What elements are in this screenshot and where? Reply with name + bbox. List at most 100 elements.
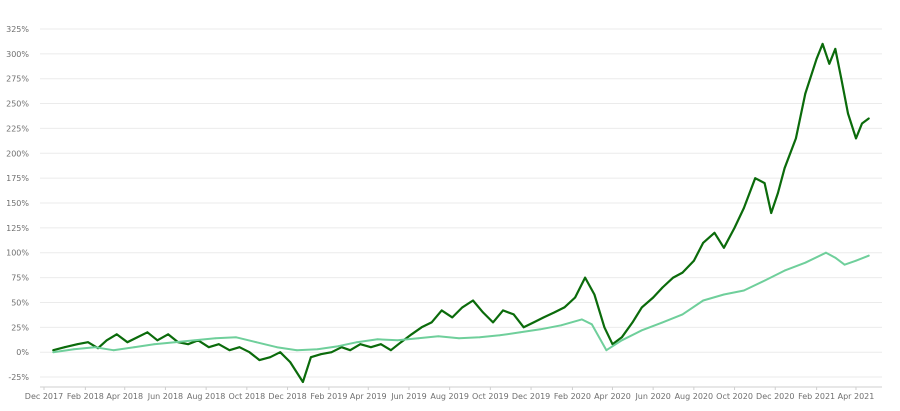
data-point — [296, 349, 298, 352]
data-point — [631, 321, 634, 324]
data-point — [743, 207, 745, 209]
data-point — [661, 286, 664, 289]
data-point — [542, 316, 545, 319]
data-point — [840, 77, 843, 80]
data-point — [763, 279, 766, 282]
series-line — [52, 42, 870, 384]
data-point — [702, 241, 705, 244]
data-point — [605, 349, 608, 352]
data-point — [620, 336, 623, 339]
data-point — [640, 329, 643, 332]
data-point — [376, 338, 379, 341]
y-tick-label: 275% — [6, 75, 29, 84]
data-point — [672, 276, 675, 279]
data-point — [115, 333, 118, 336]
data-point — [396, 339, 399, 342]
data-point — [451, 316, 454, 319]
series-1 — [52, 42, 870, 384]
data-point — [337, 345, 340, 348]
data-point — [289, 361, 292, 363]
data-point — [430, 321, 433, 324]
data-point — [539, 328, 542, 331]
y-tick-label: 175% — [6, 174, 29, 183]
data-point — [492, 321, 494, 324]
x-tick-label: Feb 2019 — [310, 392, 347, 401]
data-point — [828, 62, 831, 65]
data-point — [733, 227, 736, 229]
y-tick-label: 125% — [6, 224, 29, 233]
data-point — [228, 349, 231, 352]
data-point — [156, 339, 159, 342]
x-tick-label: Dec 2019 — [512, 392, 550, 401]
data-point — [723, 293, 725, 296]
data-point — [681, 271, 684, 274]
x-tick-label: Apr 2021 — [838, 392, 875, 401]
data-point — [825, 251, 827, 254]
data-point — [640, 306, 643, 309]
data-point — [777, 192, 779, 195]
data-point — [580, 318, 583, 321]
x-tick-label: Jun 2019 — [390, 392, 426, 401]
data-point — [754, 177, 757, 180]
data-point — [370, 346, 372, 349]
y-tick-label: 200% — [6, 149, 29, 158]
data-point — [693, 259, 695, 262]
data-point — [400, 341, 402, 344]
data-point — [702, 299, 705, 302]
data-point — [217, 343, 220, 346]
x-tick-label: Dec 2017 — [25, 392, 63, 401]
data-point — [126, 341, 129, 344]
data-point — [310, 356, 312, 359]
data-point — [532, 321, 535, 324]
data-point — [359, 343, 362, 346]
data-point — [316, 348, 319, 351]
data-point — [815, 57, 818, 60]
x-tick-label: Apr 2020 — [594, 392, 631, 401]
data-point — [52, 351, 55, 354]
data-point — [269, 356, 272, 359]
y-tick-label: 75% — [11, 274, 29, 283]
data-point — [461, 306, 464, 309]
data-point — [861, 122, 863, 125]
data-point — [795, 137, 797, 140]
y-tick-label: 150% — [6, 199, 29, 208]
data-point — [611, 343, 614, 346]
data-point — [276, 346, 278, 349]
data-point — [834, 48, 837, 50]
data-point — [146, 331, 149, 334]
series-layer — [52, 42, 870, 384]
data-point — [783, 269, 786, 272]
data-point — [105, 339, 108, 342]
x-tick-label: Aug 2018 — [187, 392, 226, 401]
data-point — [258, 359, 261, 361]
data-point — [248, 351, 251, 354]
data-point — [620, 339, 623, 342]
y-tick-label: 50% — [11, 298, 29, 307]
series-2 — [52, 251, 870, 354]
data-point — [440, 309, 443, 312]
data-point — [834, 256, 837, 259]
data-point — [340, 346, 343, 349]
y-tick-label: 0% — [16, 348, 29, 357]
data-point — [770, 212, 773, 214]
data-point — [502, 309, 504, 312]
x-tick-label: Jun 2020 — [634, 392, 670, 401]
data-point — [855, 137, 857, 140]
y-tick-label: 250% — [6, 100, 29, 109]
data-point — [804, 261, 807, 264]
data-point — [136, 336, 139, 339]
data-point — [855, 259, 857, 262]
x-tick-label: Apr 2018 — [106, 392, 143, 401]
data-point — [420, 326, 423, 329]
data-point — [320, 353, 322, 356]
data-point — [560, 324, 562, 327]
data-point — [356, 341, 358, 344]
data-point — [167, 333, 170, 336]
grid-layer — [40, 28, 882, 378]
data-point — [187, 343, 190, 346]
data-point — [207, 346, 210, 349]
data-point — [498, 334, 501, 337]
data-point — [843, 263, 846, 266]
